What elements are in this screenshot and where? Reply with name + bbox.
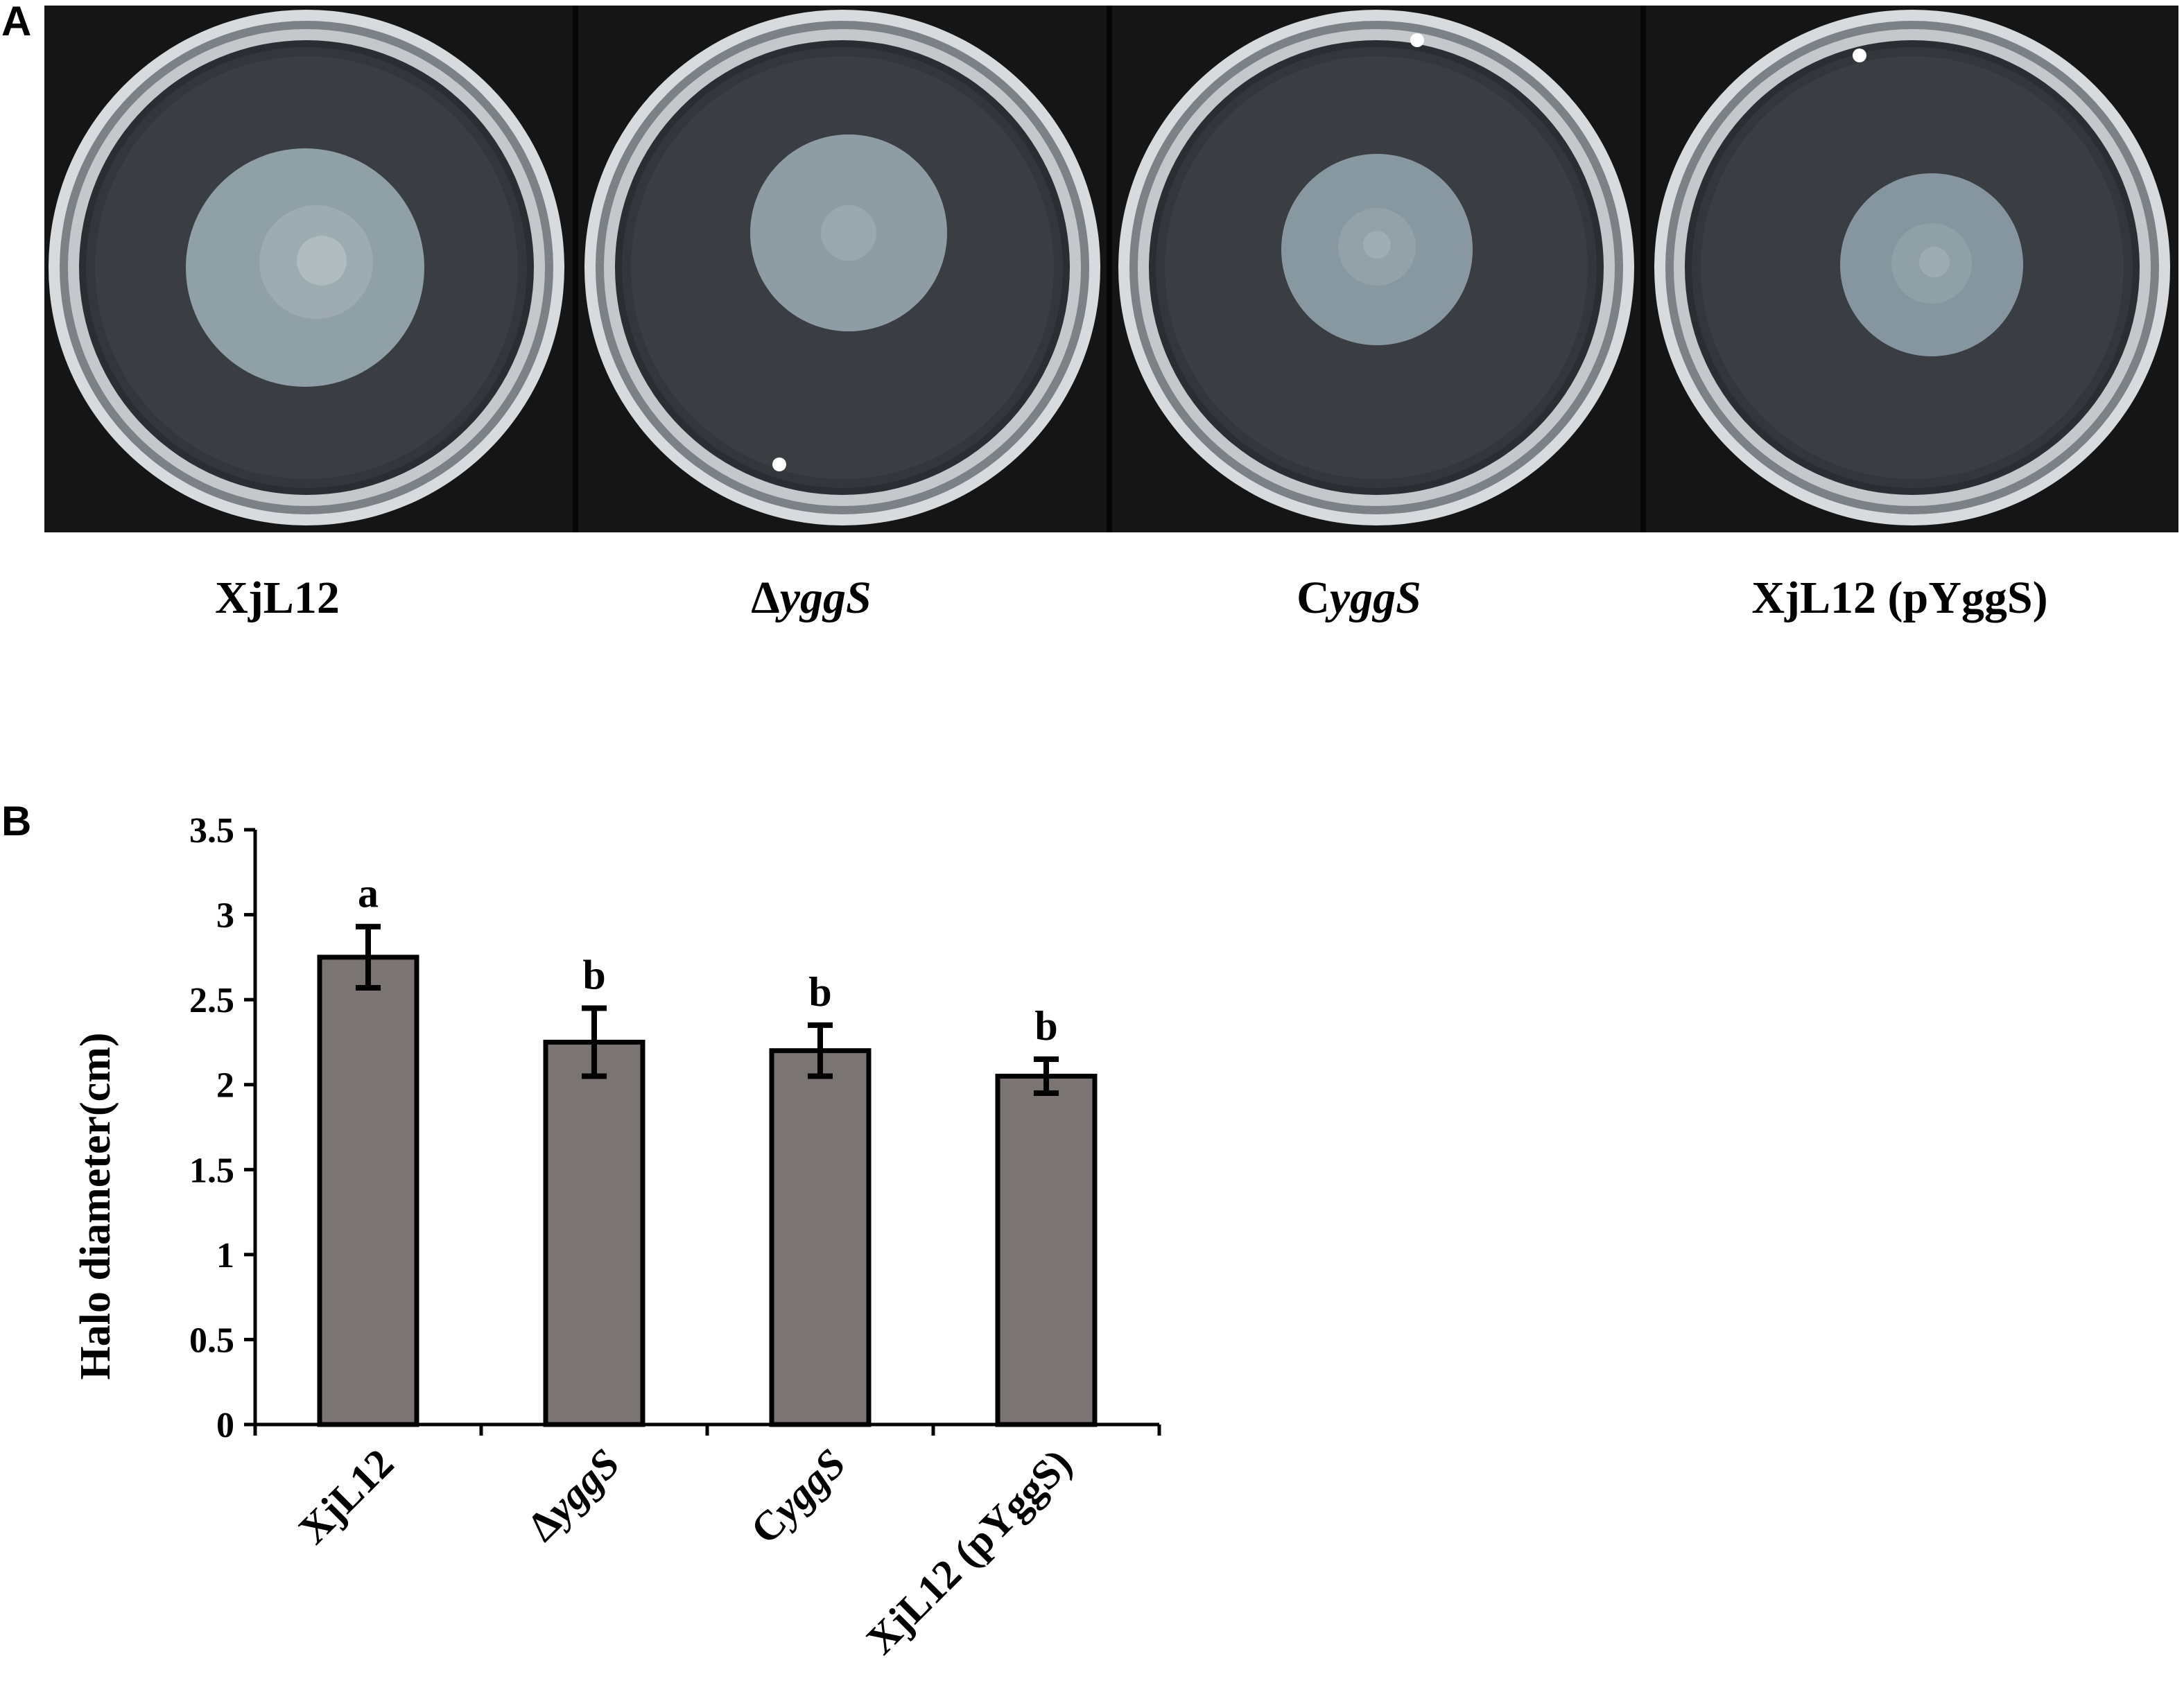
panel-b-letter: B <box>1 798 32 844</box>
plate-label-xjl12-pyggs: XjL12 (pYggS) <box>1751 573 2048 623</box>
y-tick-label: 2 <box>216 1066 234 1106</box>
x-category-label: XjL12 <box>290 1440 402 1553</box>
petri-dish-xjl12 <box>49 10 564 525</box>
bar <box>769 1048 872 1427</box>
bar <box>543 1039 645 1427</box>
plate-label-xjl12: XjL12 <box>215 573 340 623</box>
y-tick-label: 1.5 <box>189 1151 234 1190</box>
y-axis-label: Halo diameter(cm) <box>72 1033 119 1380</box>
y-axis <box>244 828 257 1427</box>
significance-letter: b <box>808 969 831 1015</box>
petri-dish-dyggs <box>584 10 1100 525</box>
bars: a b b b <box>317 871 1098 1427</box>
significance-letter: a <box>358 871 379 916</box>
plate-cell-dyggs <box>578 6 1107 532</box>
x-category-labels: XjL12 ΔyggS CyggS XjL12 (pYggS) <box>290 1440 1080 1663</box>
petri-dish-xjl12-pyggs <box>1654 10 2170 525</box>
bar <box>995 1073 1098 1427</box>
y-tick-labels: 0 0.5 1 1.5 2 2.5 3 3.5 <box>189 811 234 1445</box>
x-category-label: ΔyggS <box>519 1440 628 1550</box>
significance-letter: b <box>1034 1003 1057 1049</box>
plate-cell-cyggs <box>1112 6 1640 532</box>
plate-cell-xjl12-pyggs <box>1646 6 2178 532</box>
x-category-label: XjL12 (pYggS) <box>858 1440 1080 1663</box>
plate-cell-xjl12 <box>44 6 573 532</box>
y-tick-label: 3 <box>216 896 234 936</box>
y-tick-label: 0.5 <box>189 1321 234 1360</box>
y-tick-label: 1 <box>216 1236 234 1275</box>
y-tick-label: 3.5 <box>189 811 234 851</box>
petri-dish-cyggs <box>1118 10 1634 525</box>
x-category-label: CyggS <box>742 1440 854 1553</box>
plate-label-dyggs: ΔyggS <box>751 573 872 623</box>
bar <box>317 955 419 1427</box>
plate-photo-strip <box>44 6 2178 532</box>
halo-diameter-bar-chart: a b b b 0 0.5 1 1.5 2 2.5 3 3.5 XjL12 ΔyggS CyggS XjL… <box>72 811 1161 1663</box>
y-tick-label: 0 <box>216 1406 234 1445</box>
plate-label-cyggs: CyggS <box>1297 573 1421 623</box>
significance-letter: b <box>582 952 605 998</box>
y-tick-label: 2.5 <box>189 981 234 1020</box>
panel-a-letter: A <box>1 0 32 44</box>
